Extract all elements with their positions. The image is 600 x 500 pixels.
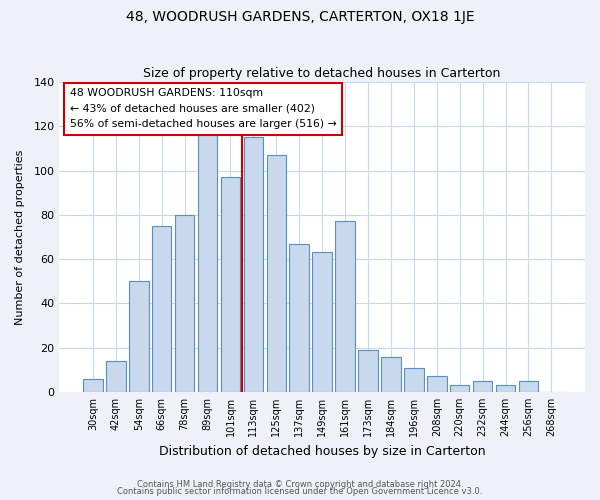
- Bar: [473, 381, 493, 392]
- Title: Size of property relative to detached houses in Carterton: Size of property relative to detached ho…: [143, 66, 501, 80]
- Text: 48, WOODRUSH GARDENS, CARTERTON, OX18 1JE: 48, WOODRUSH GARDENS, CARTERTON, OX18 1J…: [125, 10, 475, 24]
- Bar: [266, 155, 286, 392]
- Bar: [198, 131, 217, 392]
- Bar: [381, 356, 401, 392]
- Bar: [244, 138, 263, 392]
- Bar: [289, 244, 309, 392]
- Bar: [313, 252, 332, 392]
- Bar: [175, 215, 194, 392]
- Bar: [106, 361, 125, 392]
- Y-axis label: Number of detached properties: Number of detached properties: [15, 150, 25, 324]
- Bar: [152, 226, 172, 392]
- Bar: [335, 222, 355, 392]
- Bar: [83, 378, 103, 392]
- Bar: [450, 386, 469, 392]
- Bar: [519, 381, 538, 392]
- Text: Contains public sector information licensed under the Open Government Licence v3: Contains public sector information licen…: [118, 487, 482, 496]
- Bar: [496, 386, 515, 392]
- Bar: [221, 177, 240, 392]
- X-axis label: Distribution of detached houses by size in Carterton: Distribution of detached houses by size …: [159, 444, 485, 458]
- Bar: [404, 368, 424, 392]
- Bar: [129, 282, 149, 392]
- Text: 48 WOODRUSH GARDENS: 110sqm
← 43% of detached houses are smaller (402)
56% of se: 48 WOODRUSH GARDENS: 110sqm ← 43% of det…: [70, 88, 337, 130]
- Text: Contains HM Land Registry data © Crown copyright and database right 2024.: Contains HM Land Registry data © Crown c…: [137, 480, 463, 489]
- Bar: [427, 376, 446, 392]
- Bar: [358, 350, 378, 392]
